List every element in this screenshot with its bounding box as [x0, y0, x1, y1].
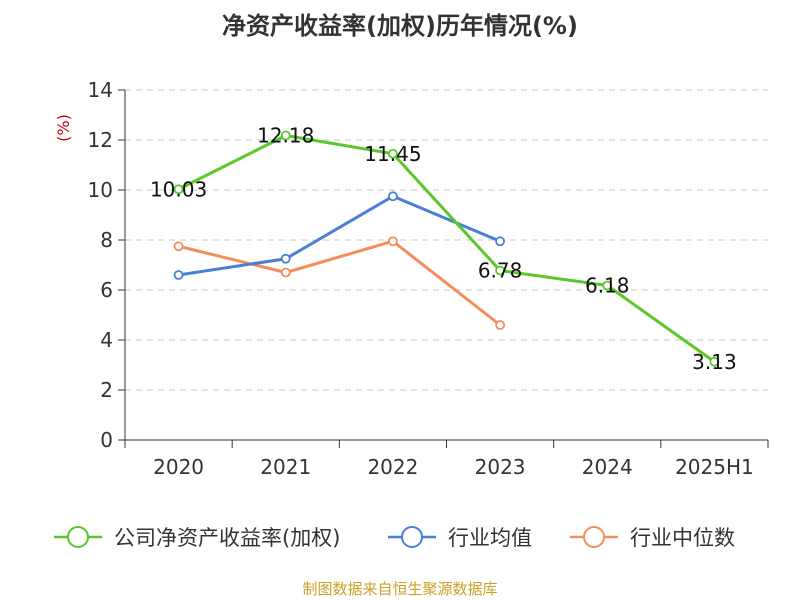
series-2	[173, 236, 505, 330]
data-point	[602, 280, 613, 291]
data-point	[495, 320, 505, 330]
legend-item-0[interactable]: 公司净资产收益率(加权)	[54, 526, 340, 550]
data-point	[280, 253, 291, 264]
y-axis-unit-label: (%)	[54, 114, 73, 142]
y-tick-label: 4	[100, 328, 113, 352]
y-tick-label: 0	[100, 428, 113, 452]
y-tick-label: 6	[100, 278, 113, 302]
y-tick-label: 8	[100, 228, 113, 252]
data-label: 11.45	[364, 142, 421, 166]
data-point	[495, 265, 505, 276]
legend-label: 行业中位数	[630, 526, 735, 550]
x-tick-label: 2023	[475, 455, 526, 479]
series-line	[177, 134, 716, 363]
data-labels: 10.03 12.18 11.45 6.78 6.18 3.13	[150, 124, 737, 374]
series-line	[178, 239, 502, 327]
axes	[118, 89, 769, 448]
y-tick-label: 10	[88, 178, 113, 202]
legend-label: 公司净资产收益率(加权)	[114, 526, 340, 550]
data-point	[495, 236, 505, 247]
x-tick-label: 2021	[260, 455, 311, 479]
grid-lines	[125, 89, 768, 391]
series-layer	[173, 130, 720, 367]
data-point	[388, 191, 398, 202]
x-tick-label: 2025H1	[675, 455, 754, 479]
series-0	[173, 130, 720, 367]
legend-marker	[401, 526, 423, 548]
data-label: 6.78	[478, 259, 523, 283]
series-1	[173, 191, 505, 280]
data-point	[173, 241, 184, 252]
y-tick-label: 12	[88, 128, 113, 152]
data-point	[280, 267, 291, 278]
data-point	[173, 184, 184, 195]
data-point	[388, 148, 398, 159]
legend-item-1[interactable]: 行业均值	[388, 526, 532, 550]
data-label: 10.03	[150, 177, 207, 201]
x-tick-label: 2024	[582, 455, 633, 479]
source-note: 制图数据来自恒生聚源数据库	[302, 580, 497, 598]
y-tick-labels: 0 2 4 6 8 10 12 14	[88, 78, 113, 452]
legend[interactable]: 公司净资产收益率(加权) 行业均值 行业中位数	[54, 526, 735, 550]
legend-label: 行业均值	[448, 526, 532, 550]
data-point	[388, 236, 398, 247]
series-line	[178, 194, 501, 277]
legend-item-2[interactable]: 行业中位数	[570, 526, 735, 550]
x-tick-label: 2022	[367, 455, 418, 479]
chart-title: 净资产收益率(加权)历年情况(%)	[222, 12, 578, 40]
x-tick-labels: 2020 2021 2022 2023 2024 2025H1	[153, 455, 754, 479]
data-point	[280, 130, 291, 141]
legend-marker	[583, 526, 605, 548]
data-point	[709, 356, 720, 367]
y-tick-label: 2	[100, 378, 113, 402]
data-label: 6.18	[585, 274, 630, 298]
y-tick-label: 14	[88, 78, 113, 102]
data-label: 12.18	[257, 124, 314, 148]
legend-marker	[67, 526, 89, 548]
data-point	[173, 270, 184, 280]
x-tick-label: 2020	[153, 455, 204, 479]
data-label: 3.13	[692, 350, 737, 374]
